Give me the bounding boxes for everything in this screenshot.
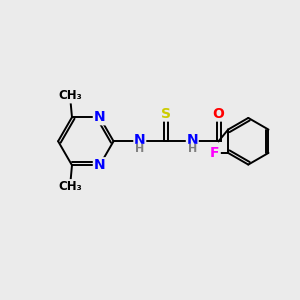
Text: CH₃: CH₃ bbox=[58, 89, 82, 103]
Text: CH₃: CH₃ bbox=[58, 180, 82, 193]
Text: S: S bbox=[161, 106, 171, 121]
Text: N: N bbox=[134, 133, 146, 147]
Text: N: N bbox=[187, 133, 198, 147]
Text: O: O bbox=[213, 106, 224, 121]
Text: F: F bbox=[210, 146, 220, 160]
Text: N: N bbox=[94, 110, 106, 124]
Text: N: N bbox=[94, 158, 106, 172]
Text: H: H bbox=[188, 144, 197, 154]
Text: H: H bbox=[135, 144, 144, 154]
